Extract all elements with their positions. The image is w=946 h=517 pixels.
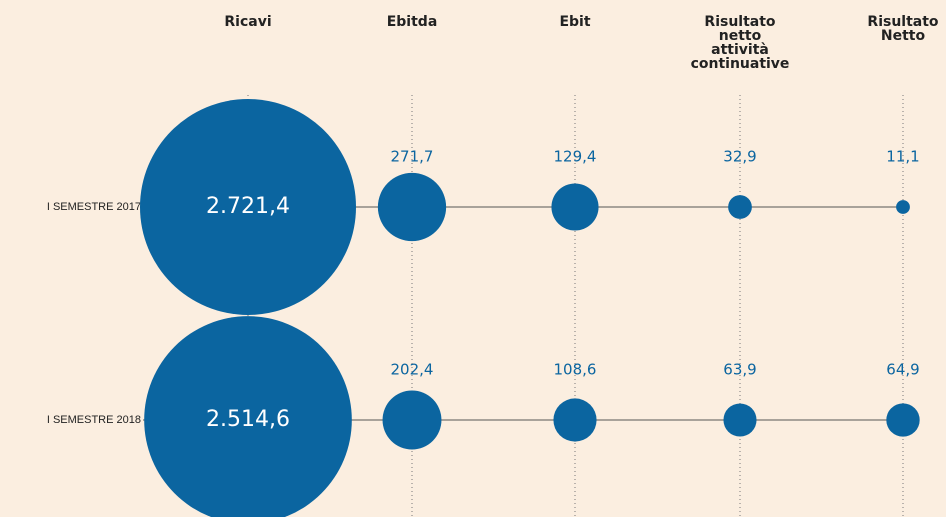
value-label: 202,4 <box>391 361 434 379</box>
column-header: Ebit <box>559 14 590 30</box>
row-label: I SEMESTRE 2018 <box>47 414 141 426</box>
bubble <box>144 316 352 517</box>
value-label: 271,7 <box>391 148 434 166</box>
bubble <box>886 403 920 437</box>
bubble <box>723 403 757 437</box>
bubble <box>140 99 356 315</box>
value-label: 108,6 <box>554 361 597 379</box>
column-header: Ricavi <box>224 14 271 30</box>
row-label: I SEMESTRE 2017 <box>47 201 141 213</box>
value-label: 11,1 <box>886 148 919 166</box>
column-header: Risultato Netto <box>867 14 939 44</box>
value-label: 129,4 <box>554 148 597 166</box>
value-label: 2.514,6 <box>206 407 290 432</box>
value-label: 64,9 <box>886 361 919 379</box>
bubble <box>377 172 447 242</box>
bubble <box>728 195 752 219</box>
bubble <box>896 200 910 214</box>
value-label: 2.721,4 <box>206 194 290 219</box>
value-label: 32,9 <box>723 148 756 166</box>
bubble <box>382 390 442 450</box>
bubble <box>551 183 599 231</box>
column-header: Ebitda <box>387 14 438 30</box>
bubble <box>553 398 597 442</box>
column-header: Risultato netto attività continuative <box>691 14 790 72</box>
value-label: 63,9 <box>723 361 756 379</box>
